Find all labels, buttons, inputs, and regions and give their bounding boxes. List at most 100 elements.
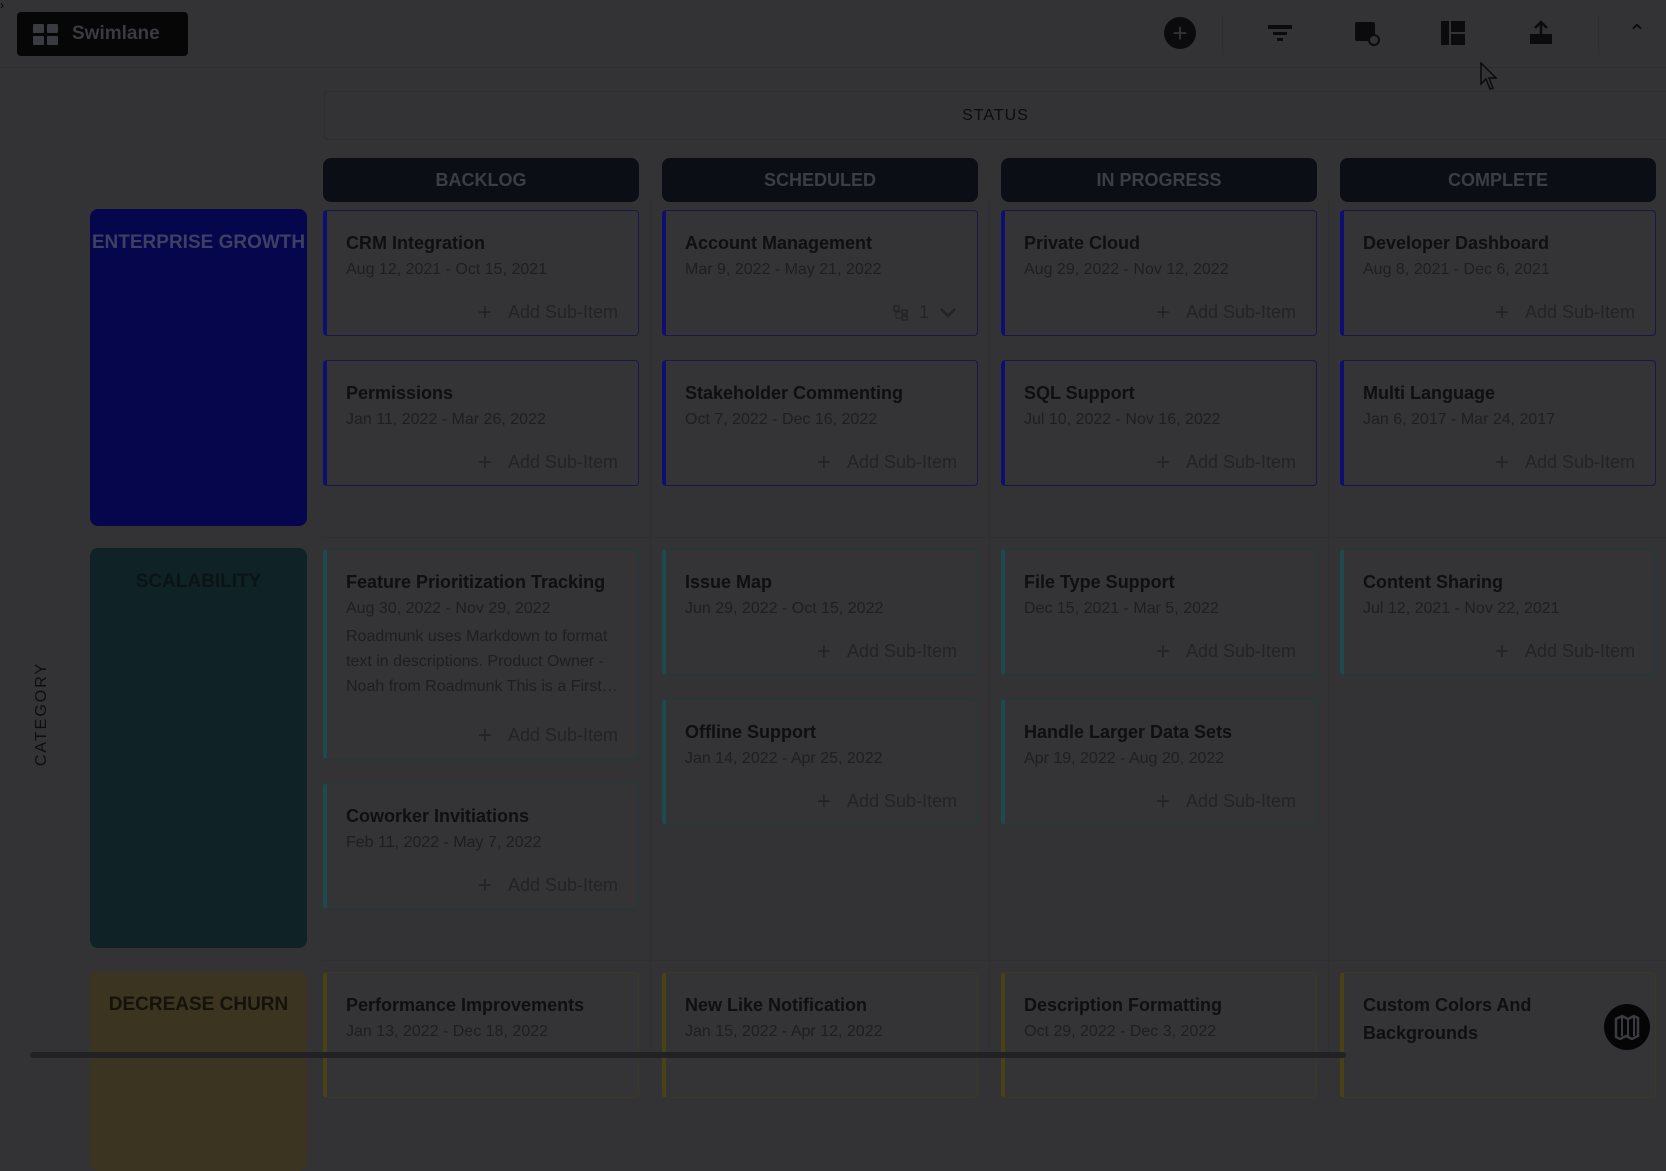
column-header-scheduled: SCHEDULED [662,158,978,202]
item-card[interactable]: Description Formatting Oct 29, 2022 - Dec… [1001,972,1317,1098]
swimlane-cell: Private Cloud Aug 29, 2022 - Nov 12, 2022… [1001,210,1317,486]
column-header-in-progress: IN PROGRESS [1001,158,1317,202]
row-label[interactable]: DECREASE CHURN [90,971,307,1171]
add-sub-item-button[interactable]: + Add Sub-Item [1363,627,1635,663]
swimlane-cell: Issue Map Jun 29, 2022 - Oct 15, 2022 + Add… [662,549,978,825]
add-sub-item-label: Add Sub-Item [1185,791,1296,811]
item-title: Permissions [346,383,454,403]
expand-chevron-icon[interactable]: › [0,0,4,12]
column-header-backlog: BACKLOG [323,158,639,202]
item-card[interactable]: Private Cloud Aug 29, 2022 - Nov 12, 2022… [1001,210,1317,336]
item-title: Content Sharing [1363,572,1503,592]
view-switcher-button[interactable]: Swimlane [17,12,188,56]
map-icon [1614,1014,1640,1040]
add-sub-item-button[interactable]: + Add Sub-Item [346,288,618,324]
add-sub-item-button[interactable]: + Add Sub-Item [1024,288,1296,324]
layout-icon[interactable] [1437,17,1469,49]
swimlane-cell: Description Formatting Oct 29, 2022 - Dec… [1001,972,1317,1098]
status-axis-label: STATUS [324,91,1666,140]
item-card[interactable]: CRM Integration Aug 12, 2021 - Oct 15, 20… [323,210,639,336]
add-sub-item-button[interactable]: + Add Sub-Item [1363,438,1635,476]
add-sub-item-label: Add Sub-Item [507,302,618,322]
item-title: Account Management [685,233,873,253]
item-title: Stakeholder Commenting [685,383,904,403]
horizontal-scrollbar[interactable] [30,1052,1346,1058]
swimlane-cell: Performance Improvements Jan 13, 2022 - D… [323,972,639,1098]
item-dates: Apr 19, 2022 - Aug 20, 2022 [1024,750,1225,767]
add-sub-item-button[interactable]: + Add Sub-Item [685,438,957,476]
subitems-toggle[interactable]: 1 [685,288,957,323]
item-card[interactable]: Offline Support Jan 14, 2022 - Apr 25, 20… [662,699,978,825]
item-title: Description Formatting [1024,995,1223,1015]
add-sub-item-label: Add Sub-Item [507,452,618,472]
row-label[interactable]: ENTERPRISE GROWTH [90,209,307,526]
filter-icon[interactable] [1264,17,1296,49]
item-title: Feature Prioritization Tracking [346,572,606,592]
add-sub-item-button[interactable]: + Add Sub-Item [346,861,618,897]
add-sub-item-label: Add Sub-Item [846,791,957,811]
item-dates: Jan 14, 2022 - Apr 25, 2022 [685,750,883,767]
item-card[interactable]: Permissions Jan 11, 2022 - Mar 26, 2022 + A… [323,360,639,486]
item-card[interactable]: Feature Prioritization Tracking Aug 30, 2… [323,549,639,759]
add-sub-item-label: Add Sub-Item [1185,641,1296,661]
item-title: New Like Notification [685,995,868,1015]
item-card[interactable]: Multi Language Jan 6, 2017 - Mar 24, 2017… [1340,360,1656,486]
add-sub-item-button[interactable]: + Add Sub-Item [1024,627,1296,665]
plus-icon: + [1494,448,1509,476]
item-description: Roadmunk uses Markdown to format text in… [346,628,608,695]
item-dates: Jul 12, 2021 - Nov 22, 2021 [1363,600,1560,617]
add-sub-item-label: Add Sub-Item [846,641,957,661]
item-title: SQL Support [1024,383,1135,403]
item-card[interactable]: New Like Notification Jan 15, 2022 - Apr … [662,972,978,1098]
add-sub-item-button[interactable]: + Add Sub-Item [685,777,957,813]
row-label[interactable]: SCALABILITY [90,548,307,948]
add-sub-item-button[interactable]: + Add Sub-Item [1024,777,1296,813]
plus-icon: + [816,448,831,476]
item-card[interactable]: Coworker Invitiations Feb 11, 2022 - May … [323,783,639,909]
swimlane-cell: File Type Support Dec 15, 2021 - Mar 5, 2… [1001,549,1317,825]
map-button[interactable] [1604,1004,1650,1050]
add-sub-item-button[interactable]: + Add Sub-Item [1024,438,1296,474]
item-title: Custom Colors And Backgrounds [1363,995,1532,1043]
item-card[interactable]: SQL Support Jul 10, 2022 - Nov 16, 2022 + A… [1001,360,1317,486]
item-card[interactable]: Content Sharing Jul 12, 2021 - Nov 22, 20… [1340,549,1656,675]
add-sub-item-button[interactable]: + Add Sub-Item [1363,288,1635,324]
plus-icon: + [1155,637,1170,665]
item-dates: Jan 11, 2022 - Mar 26, 2022 [346,411,546,428]
item-dates: Aug 12, 2021 - Oct 15, 2021 [346,261,548,278]
swimlane-cell: CRM Integration Aug 12, 2021 - Oct 15, 20… [323,210,639,486]
add-sub-item-label: Add Sub-Item [1524,302,1635,322]
column-header-complete: COMPLETE [1340,158,1656,202]
item-card[interactable]: Stakeholder Commenting Oct 7, 2022 - Dec … [662,360,978,486]
add-sub-item-button[interactable]: + Add Sub-Item [346,711,618,747]
toolbar: › Swimlane + ⌃ [0,0,1666,68]
item-dates: Jun 29, 2022 - Oct 15, 2022 [685,600,884,617]
plus-icon: + [477,448,492,476]
plus-icon: + [816,637,831,665]
item-card[interactable]: Account Management Mar 9, 2022 - May 21, … [662,210,978,336]
item-card[interactable]: Developer Dashboard Aug 8, 2021 - Dec 6, … [1340,210,1656,336]
view-label: Swimlane [72,23,160,44]
add-sub-item-button[interactable]: + Add Sub-Item [346,438,618,476]
item-dates: Jan 6, 2017 - Mar 24, 2017 [1363,411,1556,428]
item-title: Issue Map [685,572,773,592]
mouse-cursor-icon [1480,62,1498,90]
item-card[interactable]: Issue Map Jun 29, 2022 - Oct 15, 2022 + Add… [662,549,978,675]
item-card[interactable]: Performance Improvements Jan 13, 2022 - D… [323,972,639,1098]
chevron-down-icon [940,307,956,318]
item-card[interactable]: File Type Support Dec 15, 2021 - Mar 5, 2… [1001,549,1317,675]
item-dates: Jan 15, 2022 - Apr 12, 2022 [685,1023,883,1040]
hierarchy-icon [893,304,908,321]
swimlane-cell: Account Management Mar 9, 2022 - May 21, … [662,210,978,486]
collapse-icon[interactable]: ⌃ [1627,20,1647,45]
add-sub-item-label: Add Sub-Item [507,725,618,745]
item-card[interactable]: Handle Larger Data Sets Apr 19, 2022 - Au… [1001,699,1317,825]
add-sub-item-label: Add Sub-Item [1524,641,1635,661]
swimlane-cell: New Like Notification Jan 15, 2022 - Apr … [662,972,978,1098]
item-dates: Feb 11, 2022 - May 7, 2022 [346,834,542,851]
item-title: Private Cloud [1024,233,1141,253]
add-icon[interactable]: + [1164,17,1196,49]
settings-link-icon[interactable] [1351,17,1383,49]
export-icon[interactable] [1525,17,1557,49]
add-sub-item-button[interactable]: + Add Sub-Item [685,627,957,665]
